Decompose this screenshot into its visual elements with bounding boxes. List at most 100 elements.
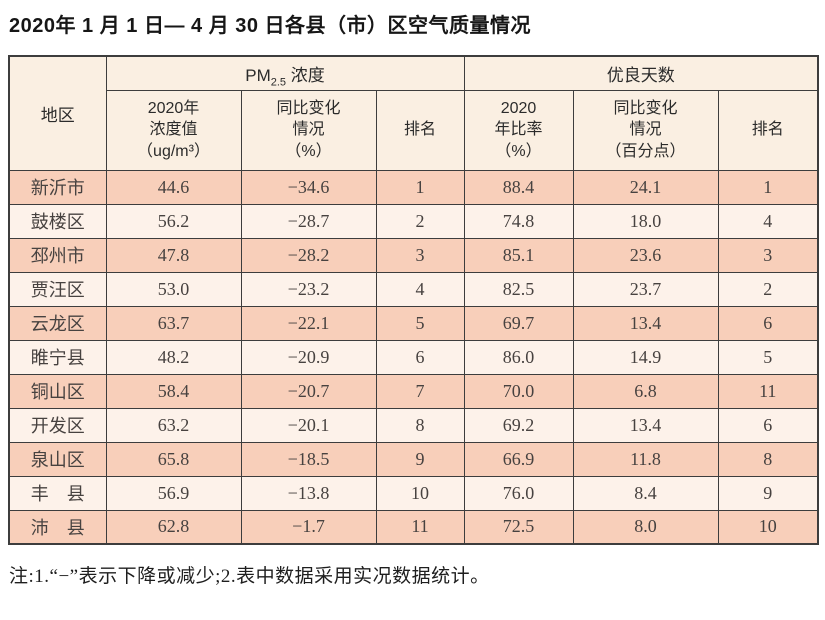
table-row: 铜山区 58.4 −20.7 7 70.0 6.8 11 [8,373,819,409]
days-rate-cell: 66.9 [463,441,574,477]
pm-rank-cell: 11 [375,509,465,545]
pm-value-cell: 47.8 [105,237,242,273]
days-change-cell: 13.4 [572,305,719,341]
days-rank-cell: 8 [717,441,819,477]
days-rate-cell: 86.0 [463,339,574,375]
region-cell: 贾汪区 [8,271,107,307]
region-cell: 新沂市 [8,169,107,205]
col-header-pm-change: 同比变化 情况 （%） [240,89,377,171]
table-row: 开发区 63.2 −20.1 8 69.2 13.4 6 [8,407,819,443]
days-rate-cell: 70.0 [463,373,574,409]
pm-rank-cell: 4 [375,271,465,307]
pm-value-cell: 53.0 [105,271,242,307]
days-change-cell: 11.8 [572,441,719,477]
pm-value-cell: 48.2 [105,339,242,375]
col-header-region: 地区 [8,55,107,171]
pm-rank-cell: 3 [375,237,465,273]
pm25-label-prefix: PM [245,65,271,85]
region-cell: 丰 县 [8,475,107,511]
region-cell: 沛 县 [8,509,107,545]
region-cell: 铜山区 [8,373,107,409]
pm-value-cell: 56.9 [105,475,242,511]
table-row: 沛 县 62.8 −1.7 11 72.5 8.0 10 [8,509,819,545]
pm25-label-suffix: 浓度 [286,65,325,85]
col-header-days-change: 同比变化 情况 （百分点） [572,89,719,171]
region-cell: 睢宁县 [8,339,107,375]
days-rate-cell: 69.7 [463,305,574,341]
table-row: 丰 县 56.9 −13.8 10 76.0 8.4 9 [8,475,819,511]
pm-rank-cell: 7 [375,373,465,409]
pm-value-cell: 62.8 [105,509,242,545]
days-rate-cell: 85.1 [463,237,574,273]
days-change-cell: 23.6 [572,237,719,273]
group-header-row: 地区 PM2.5 浓度 优良天数 [8,55,819,171]
col-header-pm-rank: 排名 [375,89,465,171]
table-row: 云龙区 63.7 −22.1 5 69.7 13.4 6 [8,305,819,341]
col-header-pm-value: 2020年 浓度值 （ug/m³） [105,89,242,171]
pm-rank-cell: 5 [375,305,465,341]
pm-change-cell: −23.2 [240,271,377,307]
table-body: 新沂市 44.6 −34.6 1 88.4 24.1 1 鼓楼区 56.2 −28.7 2 74.8 1… [8,169,819,545]
days-change-cell: 8.4 [572,475,719,511]
days-rank-cell: 6 [717,305,819,341]
table-row: 鼓楼区 56.2 −28.7 2 74.8 18.0 4 [8,203,819,239]
table-header: 地区 PM2.5 浓度 优良天数 2020年 浓度值 （ug/m³） 同比变化 … [8,55,819,171]
footnote: 注:1.“−”表示下降或减少;2.表中数据采用实况数据统计。 [9,566,490,587]
pm-value-cell: 44.6 [105,169,242,205]
pm-change-cell: −18.5 [240,441,377,477]
pm-change-cell: −13.8 [240,475,377,511]
col-group-good-days: 优良天数 [463,55,819,91]
pm-value-cell: 58.4 [105,373,242,409]
days-change-cell: 23.7 [572,271,719,307]
pm-change-cell: −20.1 [240,407,377,443]
pm-rank-cell: 1 [375,169,465,205]
page: 2020年 1 月 1 日— 4 月 30 日各县（市）区空气质量情况 地区 P… [8,15,820,587]
days-rate-cell: 76.0 [463,475,574,511]
pm-change-cell: −28.2 [240,237,377,273]
pm-rank-cell: 8 [375,407,465,443]
region-cell: 鼓楼区 [8,203,107,239]
pm-change-cell: −20.7 [240,373,377,409]
region-cell: 邳州市 [8,237,107,273]
pm-change-cell: −1.7 [240,509,377,545]
region-cell: 云龙区 [8,305,107,341]
table-row: 睢宁县 48.2 −20.9 6 86.0 14.9 5 [8,339,819,375]
days-change-cell: 8.0 [572,509,719,545]
days-change-cell: 24.1 [572,169,719,205]
pm-rank-cell: 10 [375,475,465,511]
table-row: 新沂市 44.6 −34.6 1 88.4 24.1 1 [8,169,819,205]
days-rate-cell: 74.8 [463,203,574,239]
days-rate-cell: 88.4 [463,169,574,205]
days-rank-cell: 10 [717,509,819,545]
days-rank-cell: 4 [717,203,819,239]
pm-value-cell: 65.8 [105,441,242,477]
pm-change-cell: −34.6 [240,169,377,205]
table-row: 贾汪区 53.0 −23.2 4 82.5 23.7 2 [8,271,819,307]
region-cell: 泉山区 [8,441,107,477]
air-quality-table: 地区 PM2.5 浓度 优良天数 2020年 浓度值 （ug/m³） 同比变化 … [8,55,820,545]
days-change-cell: 14.9 [572,339,719,375]
sub-header-row: 2020年 浓度值 （ug/m³） 同比变化 情况 （%） 排名 2020 年比… [9,89,819,171]
days-rank-cell: 11 [717,373,819,409]
days-rank-cell: 1 [717,169,819,205]
days-rank-cell: 2 [717,271,819,307]
days-rank-cell: 6 [717,407,819,443]
page-title: 2020年 1 月 1 日— 4 月 30 日各县（市）区空气质量情况 [9,15,532,37]
col-group-pm25: PM2.5 浓度 [105,55,465,91]
days-rate-cell: 82.5 [463,271,574,307]
days-rate-cell: 69.2 [463,407,574,443]
pm-rank-cell: 6 [375,339,465,375]
days-change-cell: 18.0 [572,203,719,239]
days-change-cell: 13.4 [572,407,719,443]
pm-rank-cell: 9 [375,441,465,477]
pm-rank-cell: 2 [375,203,465,239]
days-rank-cell: 9 [717,475,819,511]
pm-change-cell: −28.7 [240,203,377,239]
pm-change-cell: −22.1 [240,305,377,341]
days-rank-cell: 5 [717,339,819,375]
col-header-days-rank: 排名 [717,89,819,171]
pm25-label-subscript: 2.5 [270,76,287,89]
table-row: 泉山区 65.8 −18.5 9 66.9 11.8 8 [8,441,819,477]
days-rank-cell: 3 [717,237,819,273]
pm-value-cell: 63.2 [105,407,242,443]
